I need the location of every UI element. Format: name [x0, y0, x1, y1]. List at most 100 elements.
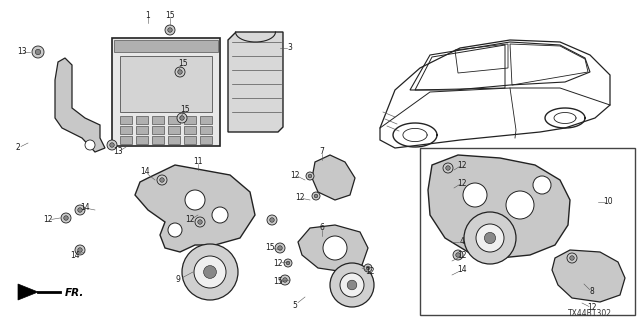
- Circle shape: [165, 25, 175, 35]
- Text: 12: 12: [457, 161, 467, 170]
- Bar: [200, 126, 212, 134]
- Text: 8: 8: [589, 287, 595, 297]
- Text: 9: 9: [175, 276, 180, 284]
- Text: 1: 1: [146, 11, 150, 20]
- Circle shape: [443, 163, 453, 173]
- Polygon shape: [55, 58, 105, 152]
- Text: 13: 13: [17, 47, 27, 57]
- Circle shape: [107, 140, 117, 150]
- Text: 12: 12: [588, 303, 596, 313]
- Text: 12: 12: [457, 179, 467, 188]
- Circle shape: [286, 261, 290, 265]
- Bar: [152, 126, 164, 134]
- Text: 14: 14: [457, 266, 467, 275]
- Text: 14: 14: [70, 251, 80, 260]
- Text: 10: 10: [603, 197, 613, 206]
- Circle shape: [570, 256, 574, 260]
- Circle shape: [64, 216, 68, 220]
- Bar: [114, 40, 218, 52]
- Bar: [200, 136, 212, 144]
- Circle shape: [177, 113, 187, 123]
- Circle shape: [35, 49, 41, 55]
- Circle shape: [168, 28, 172, 32]
- Bar: [184, 136, 196, 144]
- Circle shape: [194, 256, 226, 288]
- Bar: [168, 126, 180, 134]
- Text: 4: 4: [460, 237, 465, 246]
- Text: 12: 12: [291, 171, 300, 180]
- Circle shape: [178, 70, 182, 74]
- Circle shape: [476, 224, 504, 252]
- Circle shape: [278, 246, 282, 250]
- Bar: [420, 148, 635, 315]
- Polygon shape: [18, 284, 38, 300]
- Text: 6: 6: [319, 223, 324, 233]
- Text: 2: 2: [15, 143, 20, 153]
- Bar: [120, 126, 132, 134]
- Circle shape: [533, 176, 551, 194]
- Circle shape: [506, 191, 534, 219]
- Bar: [112, 38, 220, 146]
- Circle shape: [366, 266, 370, 270]
- Text: 12: 12: [365, 268, 375, 276]
- Text: 12: 12: [44, 215, 52, 225]
- Text: 3: 3: [287, 44, 292, 52]
- Circle shape: [77, 208, 83, 212]
- Text: 12: 12: [457, 252, 467, 260]
- Bar: [184, 116, 196, 124]
- Circle shape: [484, 232, 495, 244]
- Text: 15: 15: [273, 277, 283, 286]
- Text: 12: 12: [185, 215, 195, 225]
- Circle shape: [212, 207, 228, 223]
- Circle shape: [308, 174, 312, 178]
- Polygon shape: [298, 225, 368, 272]
- Circle shape: [61, 213, 71, 223]
- Circle shape: [364, 264, 372, 272]
- Circle shape: [182, 244, 238, 300]
- Text: 7: 7: [319, 148, 324, 156]
- Text: 13: 13: [113, 148, 123, 156]
- Text: 12: 12: [273, 259, 283, 268]
- Bar: [136, 116, 148, 124]
- Circle shape: [267, 215, 277, 225]
- Polygon shape: [228, 32, 283, 132]
- Bar: [152, 136, 164, 144]
- Bar: [184, 126, 196, 134]
- Circle shape: [312, 192, 320, 200]
- Circle shape: [204, 266, 216, 278]
- Bar: [120, 116, 132, 124]
- Text: 11: 11: [193, 157, 203, 166]
- Circle shape: [75, 205, 85, 215]
- Circle shape: [445, 166, 451, 170]
- Circle shape: [32, 46, 44, 58]
- Circle shape: [75, 245, 85, 255]
- Circle shape: [323, 236, 347, 260]
- Circle shape: [85, 140, 95, 150]
- Circle shape: [464, 212, 516, 264]
- Polygon shape: [428, 155, 570, 258]
- Bar: [168, 116, 180, 124]
- Bar: [168, 136, 180, 144]
- Polygon shape: [312, 155, 355, 200]
- Text: 15: 15: [165, 11, 175, 20]
- Text: 14: 14: [80, 204, 90, 212]
- Bar: [200, 116, 212, 124]
- Circle shape: [157, 175, 167, 185]
- Text: 15: 15: [178, 59, 188, 68]
- Circle shape: [275, 243, 285, 253]
- Text: TX44B1302: TX44B1302: [568, 308, 612, 317]
- Text: FR.: FR.: [65, 288, 84, 298]
- Circle shape: [185, 190, 205, 210]
- Bar: [136, 136, 148, 144]
- Bar: [152, 116, 164, 124]
- Circle shape: [306, 172, 314, 180]
- Text: 5: 5: [292, 300, 298, 309]
- Circle shape: [269, 218, 275, 222]
- Bar: [120, 56, 212, 112]
- Circle shape: [109, 143, 115, 147]
- Bar: [136, 126, 148, 134]
- Text: 15: 15: [180, 106, 190, 115]
- Circle shape: [160, 178, 164, 182]
- Circle shape: [463, 183, 487, 207]
- Circle shape: [330, 263, 374, 307]
